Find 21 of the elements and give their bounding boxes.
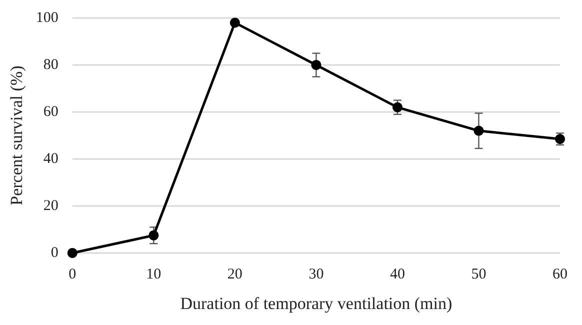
point [392, 102, 402, 112]
point [311, 60, 322, 70]
point [474, 126, 484, 136]
y-axis-title: Percent survival (%) [7, 66, 26, 206]
x-tick-label: 60 [552, 266, 568, 282]
x-tick-label: 50 [471, 266, 486, 282]
point [67, 248, 78, 258]
x-tick-label: 40 [390, 266, 405, 282]
x-tick-label: 30 [308, 266, 324, 282]
x-axis-title: Duration of temporary ventilation (min) [180, 294, 452, 313]
y-tick-label: 40 [43, 151, 58, 167]
point [230, 18, 240, 28]
y-tick-label: 100 [36, 10, 58, 26]
y-tick-label: 20 [43, 198, 58, 214]
y-tick-label: 80 [43, 57, 58, 73]
y-tick-label: 60 [43, 104, 58, 120]
x-tick-label: 0 [68, 266, 76, 282]
x-tick-label: 20 [227, 266, 242, 282]
x-tick-label: 10 [146, 266, 162, 282]
point [148, 230, 159, 240]
y-tick-label: 0 [50, 245, 58, 261]
